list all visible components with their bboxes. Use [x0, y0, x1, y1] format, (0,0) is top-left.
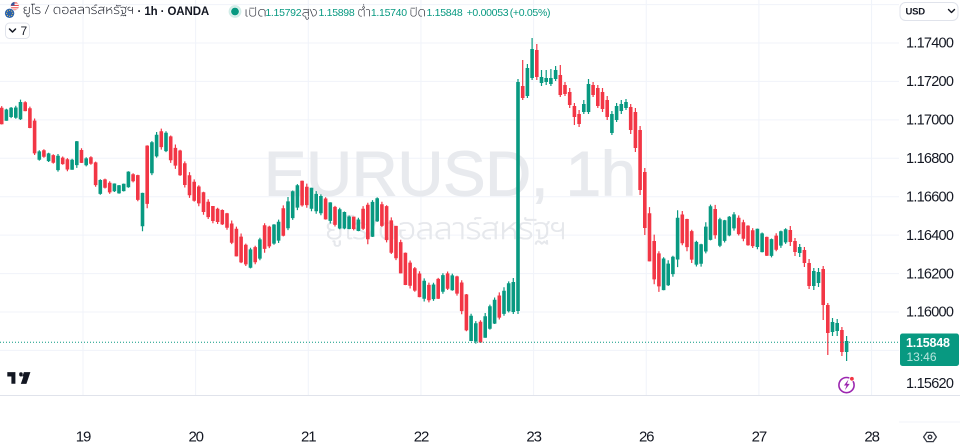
- svg-text:1.16400: 1.16400: [906, 228, 954, 244]
- svg-text:19: 19: [76, 428, 91, 445]
- svg-text:20: 20: [188, 428, 203, 445]
- svg-text:26: 26: [639, 428, 654, 445]
- svg-text:1.15620: 1.15620: [906, 376, 954, 392]
- svg-text:1.17400: 1.17400: [906, 36, 954, 52]
- svg-text:7: 7: [21, 24, 28, 38]
- svg-text:1.15740: 1.15740: [371, 7, 407, 19]
- svg-text:1.16800: 1.16800: [906, 151, 954, 167]
- svg-text:28: 28: [864, 428, 879, 445]
- svg-text:21: 21: [301, 428, 316, 445]
- svg-text:13:46: 13:46: [907, 350, 937, 364]
- svg-text:USD: USD: [906, 7, 926, 18]
- svg-text:1.16200: 1.16200: [906, 266, 954, 282]
- svg-text:27: 27: [752, 428, 767, 445]
- svg-text:EURUSD, 1h: EURUSD, 1h: [264, 140, 636, 210]
- svg-text:· 1h · OANDA: · 1h · OANDA: [138, 6, 210, 18]
- svg-text:+0.00053: +0.00053: [467, 7, 509, 19]
- svg-text:1.15898: 1.15898: [319, 7, 355, 19]
- svg-text:1.16600: 1.16600: [906, 189, 954, 205]
- svg-text:1.15792: 1.15792: [265, 7, 301, 19]
- svg-text:1.17000: 1.17000: [906, 113, 954, 129]
- svg-text:1.17200: 1.17200: [906, 74, 954, 90]
- svg-text:22: 22: [414, 428, 429, 445]
- svg-text:(+0.05%): (+0.05%): [510, 7, 551, 19]
- svg-text:1.16000: 1.16000: [906, 305, 954, 321]
- svg-text:1.15848: 1.15848: [906, 336, 950, 350]
- svg-text:23: 23: [526, 428, 541, 445]
- svg-text:1.15848: 1.15848: [427, 7, 463, 19]
